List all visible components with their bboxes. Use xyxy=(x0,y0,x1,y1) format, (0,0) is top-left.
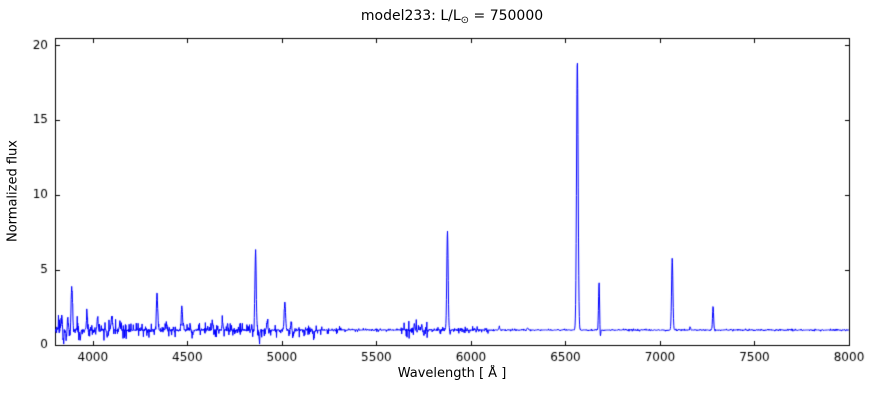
chart-title: model233: L/L⊙ = 750000 xyxy=(55,8,849,26)
sun-symbol: ⊙ xyxy=(460,15,470,26)
chart-title-suffix: = 750000 xyxy=(469,8,544,24)
x-axis-label: Wavelength [ Å ] xyxy=(397,366,507,381)
chart-title-prefix: model233: L/L xyxy=(360,8,461,24)
y-axis-label: Normalized flux xyxy=(5,140,21,243)
